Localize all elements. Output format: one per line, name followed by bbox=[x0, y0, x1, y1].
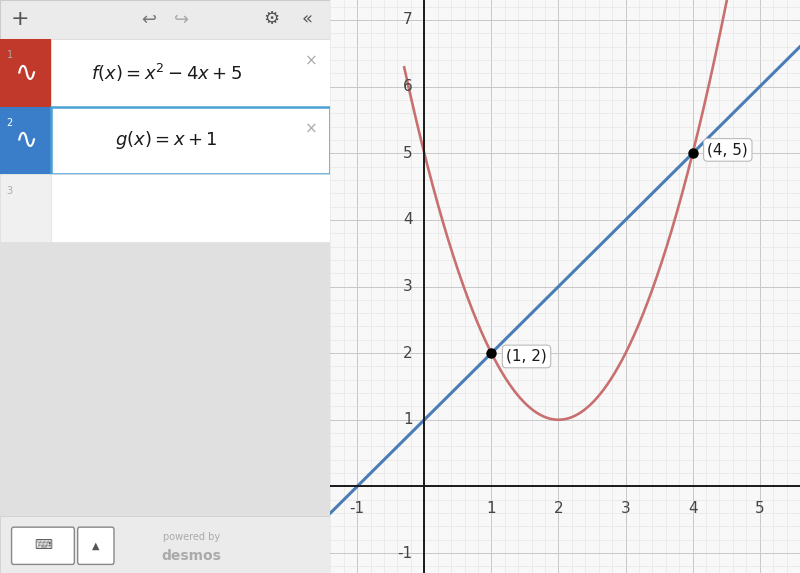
Bar bbox=[51, 39, 330, 107]
Text: 4: 4 bbox=[403, 213, 413, 227]
Bar bbox=[51, 174, 330, 242]
Text: -1: -1 bbox=[350, 501, 365, 516]
Text: ⚙: ⚙ bbox=[263, 10, 279, 29]
Bar bbox=[0, 107, 51, 174]
Text: (1, 2): (1, 2) bbox=[506, 349, 547, 364]
Text: -1: -1 bbox=[398, 545, 413, 560]
FancyBboxPatch shape bbox=[78, 527, 114, 564]
Text: 1: 1 bbox=[486, 501, 496, 516]
Text: ⌨: ⌨ bbox=[34, 539, 52, 552]
Text: 5: 5 bbox=[403, 146, 413, 161]
Text: ↪: ↪ bbox=[174, 10, 190, 29]
Text: 2: 2 bbox=[554, 501, 563, 516]
Text: ∿: ∿ bbox=[14, 59, 38, 87]
Bar bbox=[0, 39, 51, 107]
Text: 7: 7 bbox=[403, 13, 413, 28]
Text: 2: 2 bbox=[403, 346, 413, 360]
Bar bbox=[0, 174, 51, 242]
Text: «: « bbox=[302, 10, 313, 29]
Text: 1: 1 bbox=[6, 50, 13, 60]
Text: 3: 3 bbox=[621, 501, 630, 516]
Text: powered by: powered by bbox=[163, 532, 220, 542]
Text: 4: 4 bbox=[688, 501, 698, 516]
Bar bbox=[0, 0, 330, 39]
Text: (4, 5): (4, 5) bbox=[707, 143, 748, 158]
Text: $f(x) = x^2 - 4x + 5$: $f(x) = x^2 - 4x + 5$ bbox=[91, 62, 242, 84]
FancyBboxPatch shape bbox=[11, 527, 74, 564]
Text: 6: 6 bbox=[403, 79, 413, 94]
Text: ▲: ▲ bbox=[92, 540, 99, 551]
Text: desmos: desmos bbox=[162, 549, 222, 563]
Text: 1: 1 bbox=[403, 412, 413, 427]
Text: 3: 3 bbox=[403, 279, 413, 294]
Bar bbox=[51, 107, 330, 174]
Text: 2: 2 bbox=[6, 118, 13, 128]
Text: ×: × bbox=[305, 121, 317, 136]
Text: 3: 3 bbox=[6, 186, 13, 195]
Text: ×: × bbox=[305, 54, 317, 69]
Bar bbox=[0, 516, 330, 573]
Text: 5: 5 bbox=[755, 501, 765, 516]
Text: $g(x) = x + 1$: $g(x) = x + 1$ bbox=[115, 129, 218, 151]
Text: ↩: ↩ bbox=[141, 10, 156, 29]
Text: +: + bbox=[10, 10, 29, 29]
Text: ∿: ∿ bbox=[14, 127, 38, 154]
